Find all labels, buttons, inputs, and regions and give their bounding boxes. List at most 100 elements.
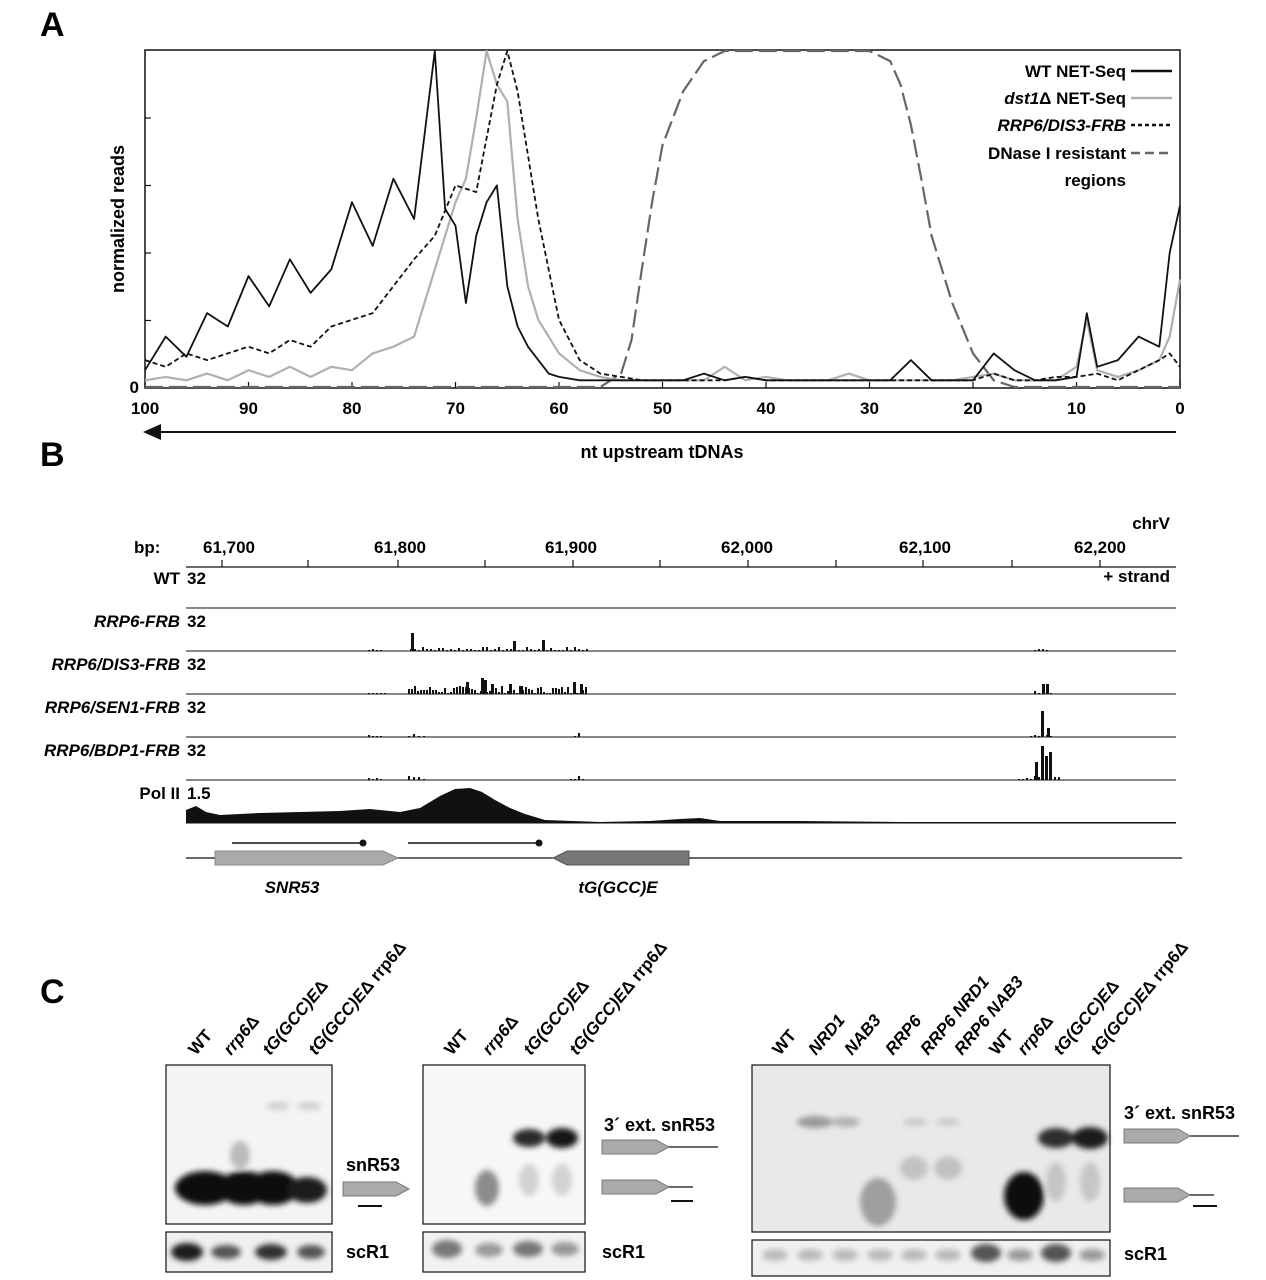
peak-bar xyxy=(484,680,487,694)
read-bars-3 xyxy=(368,733,1052,737)
peak-bar xyxy=(1042,684,1045,694)
peak-bar xyxy=(1049,752,1052,780)
x-tick-label: 50 xyxy=(653,399,672,418)
coord-label: 62,100 xyxy=(899,538,951,557)
x-tick-label: 100 xyxy=(131,399,159,418)
series-lines xyxy=(144,49,1182,389)
track-scale-3: 32 xyxy=(187,698,206,717)
bp-label: bp: xyxy=(134,538,160,557)
x-tick-label: 20 xyxy=(964,399,983,418)
peak-bar xyxy=(509,684,512,694)
panel-a-letter: A xyxy=(40,6,65,44)
strand-label: + strand xyxy=(1103,567,1170,586)
x-tick-label: 40 xyxy=(757,399,776,418)
x-tick-label: 90 xyxy=(239,399,258,418)
blot-1-loading-bands xyxy=(171,1243,325,1261)
peak-bar xyxy=(481,678,484,694)
lane-label-2-3: RRP6 xyxy=(882,1011,926,1058)
x-axis-label: nt upstream tDNAs xyxy=(580,442,743,462)
read-bars-4 xyxy=(368,775,1060,780)
blot-1-probe-arrow xyxy=(342,1181,411,1197)
y-tick-label: 0 xyxy=(130,378,139,397)
y-axis-label: normalized reads xyxy=(108,145,128,293)
track-label-4: RRP6/BDP1-FRB xyxy=(44,741,180,760)
blot-3: 3´ ext. snR53 scR1 xyxy=(751,1064,1239,1277)
blot-3-membrane xyxy=(751,1064,1111,1233)
lane-label-2-6: WT xyxy=(986,1026,1018,1059)
direction-arrow-head xyxy=(143,424,161,440)
gene-annotation: SNR53 tG(GCC)E xyxy=(186,839,1182,897)
peak-bar xyxy=(1045,756,1048,780)
blot-1-loading-label: scR1 xyxy=(346,1242,389,1262)
track-label-3: RRP6/SEN1-FRB xyxy=(45,698,180,717)
lane-label-2-2: NAB3 xyxy=(841,1010,886,1058)
peak-bar xyxy=(491,684,494,694)
lane-label-0-1: rrp6Δ xyxy=(220,1012,264,1059)
x-tick-label: 30 xyxy=(860,399,879,418)
track-label-1: RRP6-FRB xyxy=(94,612,180,631)
blot-3-extended-probe-arrow xyxy=(1123,1128,1191,1144)
peak-bar xyxy=(542,640,545,651)
lane-label-0-0: WT xyxy=(185,1026,217,1059)
peak-bar xyxy=(466,682,469,694)
series-line-0 xyxy=(144,50,1181,382)
lane-label-1-0: WT xyxy=(441,1026,473,1059)
blot-3-band-label: 3´ ext. snR53 xyxy=(1124,1103,1235,1123)
track-scale-2: 32 xyxy=(187,655,206,674)
coord-label: 61,900 xyxy=(545,538,597,557)
peak-bar xyxy=(1047,728,1050,737)
peak-bar xyxy=(580,684,583,694)
blot-2-loading-label: scR1 xyxy=(602,1242,645,1262)
legend: WT NET-Seq dst1Δ NET-Seq RRP6/DIS3-FRB DNas… xyxy=(988,62,1172,190)
peak-bar xyxy=(520,686,523,694)
track-scale-5: 1.5 xyxy=(187,784,211,803)
panel-a-chart: 100 90 80 70 60 50 40 30 20 10 0 0 WT NET-Seqdst1Δ… xyxy=(108,49,1185,462)
blot-2: 3´ ext. snR53 scR1 xyxy=(422,1064,718,1273)
snr53-gene-arrow xyxy=(214,850,400,866)
peak-bar xyxy=(1041,711,1044,737)
lane-label-2-1: NRD1 xyxy=(805,1011,849,1059)
blot-2-band-label: 3´ ext. snR53 xyxy=(604,1115,715,1135)
x-tick-label: 80 xyxy=(343,399,362,418)
blot-1-band-label: snR53 xyxy=(346,1155,400,1175)
lane-label-2-0: WT xyxy=(769,1026,801,1059)
track-scale-4: 32 xyxy=(187,741,206,760)
panel-b-letter: B xyxy=(40,436,65,474)
peak-bar xyxy=(1035,762,1038,780)
y-ticks: 0 xyxy=(130,117,151,397)
coord-label: 61,700 xyxy=(203,538,255,557)
legend-entry-1: dst1Δ NET-Seq xyxy=(1004,89,1126,108)
coord-label: 61,800 xyxy=(374,538,426,557)
tgccce-gene-arrow xyxy=(551,850,690,866)
x-ticks: 100 90 80 70 60 50 40 30 20 10 0 xyxy=(131,382,1185,418)
panel-c-northern-blots: snR53 scR1 3´ ext. snR53 xyxy=(165,938,1239,1277)
track-label-2: RRP6/DIS3-FRB xyxy=(52,655,180,674)
legend-entry-3-line2: regions xyxy=(1065,171,1126,190)
peak-bar xyxy=(1041,746,1044,780)
coord-label: 62,000 xyxy=(721,538,773,557)
series-line-3 xyxy=(145,49,1180,389)
snr53-gene-label: SNR53 xyxy=(265,878,320,897)
peak-bar xyxy=(513,641,516,651)
legend-entry-3: DNase I resistant xyxy=(988,144,1126,163)
chromosome-label: chrV xyxy=(1132,514,1170,533)
peak-bar xyxy=(573,682,576,694)
blot-2-extended-probe-arrow xyxy=(601,1139,671,1155)
lane-label-2-7: rrp6Δ xyxy=(1014,1012,1058,1059)
track-label-5: Pol II xyxy=(139,784,180,803)
x-tick-label: 70 xyxy=(446,399,465,418)
blot-2-loading-bands xyxy=(432,1240,579,1258)
track-label-0: WT xyxy=(154,569,181,588)
lane-label-1-1: rrp6Δ xyxy=(479,1012,523,1059)
blot-2-membrane xyxy=(422,1064,586,1225)
readthrough-transcript-end xyxy=(535,839,543,847)
coordinate-ruler: 61,700 61,800 61,900 62,000 62,100 62,200 xyxy=(203,538,1126,567)
blot-3-bands xyxy=(797,1116,1108,1226)
coord-label: 62,200 xyxy=(1074,538,1126,557)
panel-c-letter: C xyxy=(40,973,65,1011)
track-scale-0: 32 xyxy=(187,569,206,588)
blot-3-loading-bands xyxy=(762,1244,1105,1262)
snr53-transcript-end xyxy=(359,839,367,847)
